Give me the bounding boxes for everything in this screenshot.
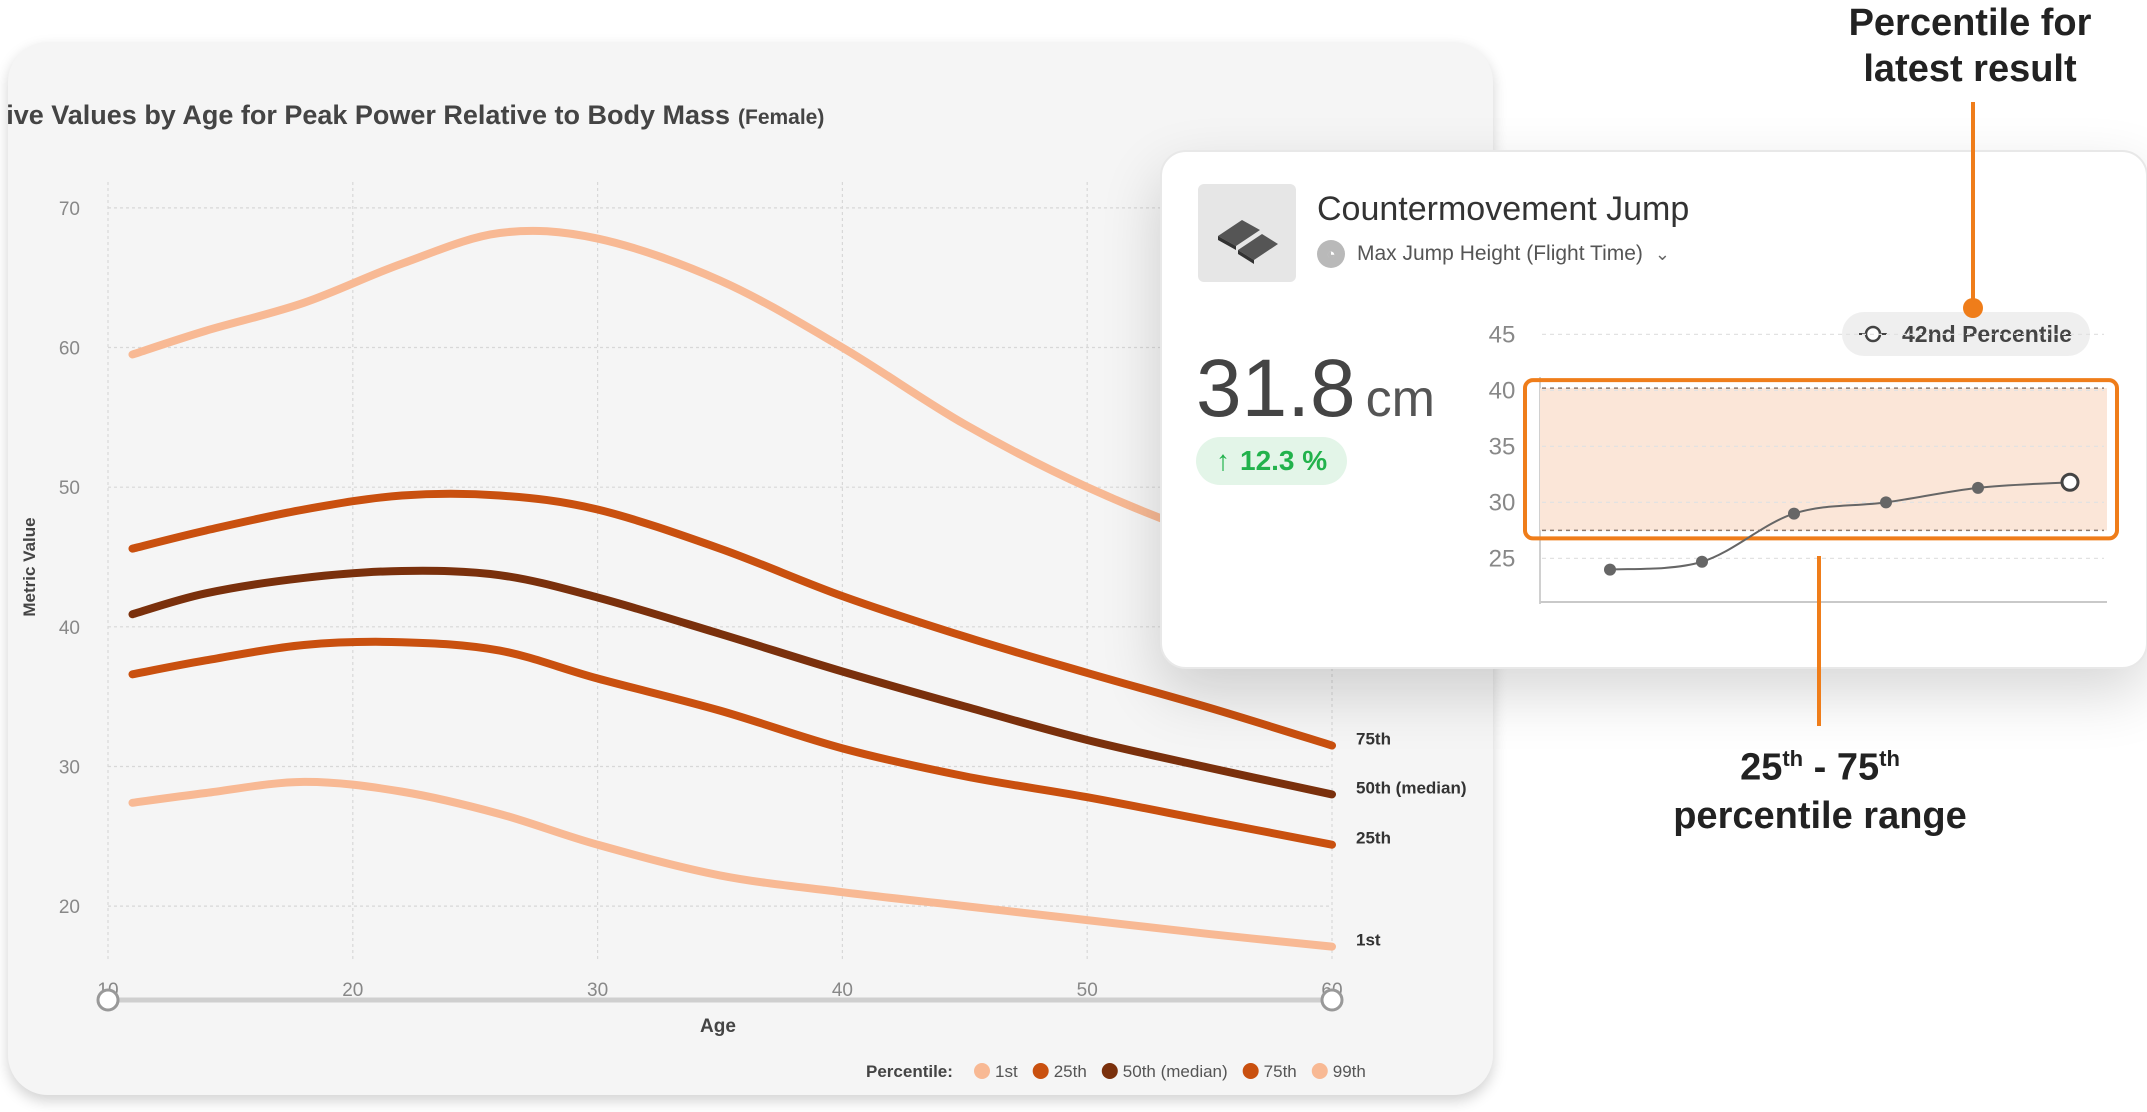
x-tick-label: 50 xyxy=(1077,980,1098,1001)
y-tick-label: 60 xyxy=(59,339,80,360)
legend-swatch xyxy=(1242,1063,1259,1079)
series-end-label: 25th xyxy=(1356,829,1391,848)
mini-data-point xyxy=(1880,496,1892,509)
series-line-99th xyxy=(128,226,1336,575)
y-tick-label: 50 xyxy=(59,478,80,499)
force-plates-icon xyxy=(1198,184,1296,282)
gauge-icon: ◔ xyxy=(1317,240,1345,268)
x-axis-label: Age xyxy=(700,1016,736,1037)
series-line-75th xyxy=(128,489,1336,750)
legend-swatch xyxy=(1032,1063,1049,1079)
series-line-1st xyxy=(128,777,1336,951)
range-end-suffix: th xyxy=(1879,746,1900,771)
range-slider-handle-start xyxy=(96,988,120,1012)
metric-label: Max Jump Height (Flight Time) xyxy=(1357,242,1643,265)
mini-data-point xyxy=(1972,481,1984,494)
percentile-annotation: Percentile for latest result xyxy=(1810,0,2130,92)
range-dash: - xyxy=(1803,746,1837,789)
exercise-title: Countermovement Jump xyxy=(1317,190,1690,228)
series-end-label: 1st xyxy=(1356,931,1381,950)
arrow-up-icon: ↑ xyxy=(1216,445,1230,476)
test-card: Countermovement Jump ◔ Max Jump Height (… xyxy=(1160,150,2147,669)
mini-y-tick-label: 35 xyxy=(1489,433,1516,460)
percentile-text: 42nd Percentile xyxy=(1902,320,2073,347)
chart-subtitle: (Female) xyxy=(738,106,824,129)
range-slider-handle-end xyxy=(1320,988,1344,1012)
y-axis-label: Metric Value xyxy=(20,517,39,616)
mini-data-point xyxy=(1788,507,1800,520)
annotation-line-1: Percentile for xyxy=(1848,2,2092,44)
metric-selector[interactable]: ◔ Max Jump Height (Flight Time) ⌄ xyxy=(1317,240,1670,268)
mini-y-tick-label: 45 xyxy=(1489,321,1516,348)
range-start: 25 xyxy=(1740,746,1783,789)
legend-swatch xyxy=(1311,1063,1328,1079)
legend-swatch xyxy=(1101,1063,1118,1079)
legend-label: 99th xyxy=(1333,1062,1366,1081)
range-annotation-line-2: percentile range xyxy=(1673,794,1967,837)
legend-label: 50th (median) xyxy=(1123,1062,1228,1081)
chevron-down-icon[interactable]: ⌄ xyxy=(1654,243,1671,264)
legend-title: Percentile: xyxy=(866,1062,953,1081)
series-line-50th-median- xyxy=(128,566,1336,799)
y-tick-label: 70 xyxy=(59,199,80,220)
result-unit: cm xyxy=(1365,370,1435,428)
y-tick-label: 40 xyxy=(59,618,80,639)
percentile-band-highlight xyxy=(1523,378,2119,541)
legend-label: 75th xyxy=(1264,1062,1297,1081)
latest-result-point xyxy=(2060,472,2080,492)
result-value: 31.8 xyxy=(1196,343,1356,434)
range-annotation-line-1: 25th - 75th xyxy=(1640,735,2000,792)
mini-data-point xyxy=(1604,563,1616,576)
x-tick-label: 40 xyxy=(832,980,853,1001)
percentile-band xyxy=(1540,388,2107,531)
mini-trend-chart: 25 30 35 40 45 xyxy=(1489,321,2119,604)
range-start-suffix: th xyxy=(1782,746,1804,771)
series-end-label: 75th xyxy=(1356,730,1391,749)
x-tick-label: 20 xyxy=(342,980,363,1001)
mini-series-line xyxy=(1609,481,2071,571)
legend-swatch xyxy=(974,1063,990,1079)
mini-y-tick-label: 25 xyxy=(1489,545,1516,572)
y-tick-label: 20 xyxy=(59,897,80,918)
y-tick-label: 30 xyxy=(59,757,80,778)
series-line-25th xyxy=(128,637,1336,849)
normative-chart: Normative Values by Age for Peak Power R… xyxy=(8,100,1467,1081)
legend-label: 1st xyxy=(995,1062,1018,1081)
x-tick-label: 30 xyxy=(587,980,608,1001)
mini-y-tick-label: 40 xyxy=(1489,377,1516,404)
chart-title: Normative Values by Age for Peak Power R… xyxy=(8,100,730,130)
annotation-line-2: latest result xyxy=(1863,48,2077,90)
mini-y-tick-label: 30 xyxy=(1489,489,1516,516)
series-end-label: 50th (median) xyxy=(1356,778,1467,797)
mini-data-point xyxy=(1696,555,1708,568)
range-end: 75 xyxy=(1836,746,1880,789)
result-value-block: 31.8 cm xyxy=(1196,342,1435,436)
change-badge: ↑ 12.3 % xyxy=(1196,437,1348,485)
legend-label: 25th xyxy=(1054,1062,1087,1081)
change-value: 12.3 % xyxy=(1240,445,1328,476)
range-annotation: 25th - 75th percentile range xyxy=(1640,735,2000,840)
